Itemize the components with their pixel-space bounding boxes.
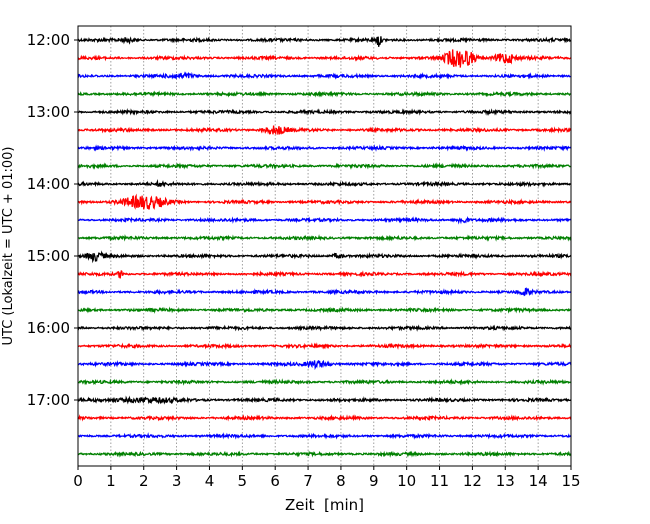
x-tick-label: 12	[463, 472, 482, 490]
seismic-traces	[77, 36, 572, 458]
x-tick-label: 8	[336, 472, 346, 490]
x-tick-label: 4	[205, 472, 215, 490]
trace-22	[77, 432, 572, 440]
x-tick-label: 9	[369, 472, 379, 490]
trace-0	[77, 36, 572, 47]
plot-frame	[77, 25, 572, 467]
trace-13	[77, 269, 572, 279]
trace-15	[77, 306, 572, 314]
x-tick-label: 3	[172, 472, 182, 490]
x-tick-label: 5	[238, 472, 248, 490]
trace-14	[77, 287, 572, 297]
trace-3	[77, 90, 572, 98]
x-tick-label: 10	[397, 472, 416, 490]
x-tick-label: 14	[529, 472, 548, 490]
trace-17	[77, 342, 572, 350]
x-tick-label: 1	[106, 472, 116, 490]
x-axis-ticks: 0 1 2 3 4 5 6 7 8 9 10 11 12 13 14 15	[73, 466, 581, 490]
trace-16	[77, 324, 572, 332]
trace-10	[77, 216, 572, 225]
x-axis-label: Zeit [min]	[285, 496, 364, 514]
y-tick-label: 17:00	[27, 391, 70, 409]
trace-7	[77, 162, 572, 170]
trace-8	[77, 179, 572, 188]
trace-20	[77, 395, 572, 405]
x-tick-label: 2	[139, 472, 149, 490]
trace-19	[77, 378, 572, 386]
y-tick-label: 15:00	[27, 247, 70, 265]
x-tick-label: 15	[561, 472, 580, 490]
trace-18	[77, 359, 572, 371]
x-tick-label: 11	[430, 472, 449, 490]
x-tick-label: 6	[270, 472, 280, 490]
y-tick-label: 16:00	[27, 319, 70, 337]
trace-5	[77, 125, 572, 136]
trace-1	[77, 49, 572, 68]
y-tick-label: 14:00	[27, 175, 70, 193]
trace-11	[77, 234, 572, 242]
y-axis-label: UTC (Lokalzeit = UTC + 01:00)	[1, 147, 16, 346]
trace-4	[77, 108, 572, 116]
trace-21	[77, 414, 572, 422]
trace-23	[77, 450, 572, 458]
y-tick-label: 12:00	[27, 31, 70, 49]
trace-6	[77, 144, 572, 152]
trace-12	[77, 250, 572, 264]
y-tick-label: 13:00	[27, 103, 70, 121]
x-tick-label: 13	[496, 472, 515, 490]
trace-2	[77, 71, 572, 80]
y-axis-ticks: 12:00 13:00 14:00 15:00 16:00 17:00	[27, 31, 78, 409]
x-tick-label: 0	[73, 472, 83, 490]
trace-9	[77, 193, 572, 210]
x-tick-label: 7	[303, 472, 313, 490]
